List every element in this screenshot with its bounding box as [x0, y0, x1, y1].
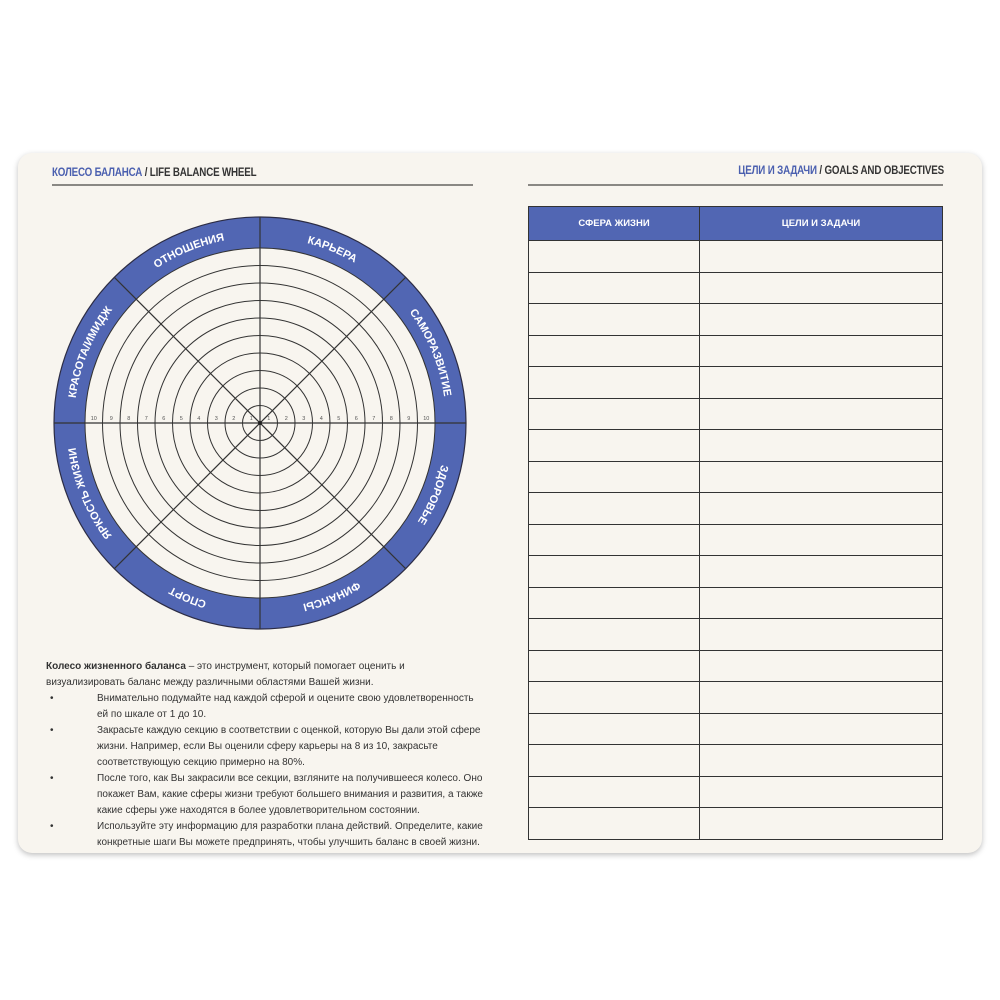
table-row: [528, 492, 943, 524]
table-row: [528, 397, 943, 430]
scale-label: 9: [407, 416, 410, 422]
goals-cell[interactable]: [699, 649, 943, 682]
table-row: [528, 555, 943, 587]
scale-label: 10: [91, 416, 97, 422]
table-row: [528, 240, 943, 272]
life-area-cell[interactable]: [528, 555, 700, 587]
life-area-cell[interactable]: [528, 712, 700, 745]
column-header-goals: ЦЕЛИ И ЗАДАЧИ: [699, 206, 943, 241]
scale-label: 6: [355, 416, 358, 422]
table-row: [528, 681, 943, 713]
scale-label: 8: [127, 416, 130, 422]
scale-label: 4: [320, 416, 323, 422]
goals-cell[interactable]: [699, 586, 943, 619]
life-area-cell[interactable]: [528, 586, 700, 619]
description-bullet: Закрасьте каждую секцию в соответствии с…: [46, 723, 486, 771]
goals-cell[interactable]: [699, 681, 943, 713]
table-row: [528, 334, 943, 367]
life-area-cell[interactable]: [528, 366, 700, 398]
scale-label: 5: [180, 416, 183, 422]
life-area-cell[interactable]: [528, 240, 700, 272]
goals-cell[interactable]: [699, 523, 943, 556]
table-row: [528, 744, 943, 776]
table-row: [528, 807, 943, 839]
scale-label: 6: [162, 416, 165, 422]
wheel-center: [258, 421, 262, 425]
scale-label: 7: [372, 416, 375, 422]
scale-label: 3: [215, 416, 218, 422]
goals-cell[interactable]: [699, 366, 943, 398]
table-row: [528, 523, 943, 556]
scale-label: 8: [390, 416, 393, 422]
right-title-rule: [528, 184, 943, 186]
goals-cell[interactable]: [699, 807, 943, 839]
scale-label: 1: [250, 416, 253, 422]
table-row: [528, 429, 943, 461]
goals-cell[interactable]: [699, 775, 943, 808]
description-bullet: Внимательно подумайте над каждой сферой …: [46, 691, 486, 723]
life-area-cell[interactable]: [528, 807, 700, 839]
life-area-cell[interactable]: [528, 397, 700, 430]
life-area-cell[interactable]: [528, 744, 700, 776]
goals-cell[interactable]: [699, 712, 943, 745]
goals-cell[interactable]: [699, 429, 943, 461]
life-area-cell[interactable]: [528, 681, 700, 713]
life-area-cell[interactable]: [528, 303, 700, 335]
table-row: [528, 303, 943, 335]
table-row: [528, 618, 943, 650]
goals-cell[interactable]: [699, 460, 943, 493]
table-row: [528, 775, 943, 808]
scale-label: 10: [423, 416, 429, 422]
table-row: [528, 586, 943, 619]
life-area-cell[interactable]: [528, 460, 700, 493]
column-header-life-area: СФЕРА ЖИЗНИ: [528, 206, 700, 241]
left-title-rule: [52, 184, 473, 186]
life-area-cell[interactable]: [528, 492, 700, 524]
table-row: [528, 460, 943, 493]
goals-cell[interactable]: [699, 744, 943, 776]
scale-label: 1: [267, 416, 270, 422]
table-row: [528, 366, 943, 398]
scale-label: 2: [232, 416, 235, 422]
scale-label: 9: [110, 416, 113, 422]
goals-cell[interactable]: [699, 555, 943, 587]
scale-label: 7: [145, 416, 148, 422]
table-row: [528, 649, 943, 682]
goals-cell[interactable]: [699, 303, 943, 335]
scale-label: 4: [197, 416, 200, 422]
goals-cell[interactable]: [699, 397, 943, 430]
life-area-cell[interactable]: [528, 618, 700, 650]
life-balance-wheel: 1 12 23 34 45 56 67 78 89 910 10ЗДОРОВЬЕФИНАНСЫСПО…: [53, 216, 467, 630]
goals-cell[interactable]: [699, 271, 943, 304]
life-area-cell[interactable]: [528, 523, 700, 556]
life-area-cell[interactable]: [528, 429, 700, 461]
goals-cell[interactable]: [699, 334, 943, 367]
life-area-cell[interactable]: [528, 649, 700, 682]
scale-label: 3: [302, 416, 305, 422]
wheel-description: Колесо жизненного баланса – это инструме…: [46, 659, 486, 851]
goals-table: СФЕРА ЖИЗНИ ЦЕЛИ И ЗАДАЧИ: [528, 206, 943, 840]
goals-cell[interactable]: [699, 240, 943, 272]
description-bullet: Используйте эту информацию для разработк…: [46, 819, 486, 851]
description-bullet: После того, как Вы закрасили все секции,…: [46, 771, 486, 819]
notebook-spread: КОЛЕСО БАЛАНСА / LIFE BALANCE WHEEL ЦЕЛИ…: [18, 153, 982, 853]
table-row: [528, 712, 943, 745]
scale-label: 5: [337, 416, 340, 422]
left-page-title: КОЛЕСО БАЛАНСА / LIFE BALANCE WHEEL: [52, 167, 257, 179]
life-area-cell[interactable]: [528, 334, 700, 367]
life-area-cell[interactable]: [528, 775, 700, 808]
goals-cell[interactable]: [699, 618, 943, 650]
description-lead: Колесо жизненного баланса – это инструме…: [46, 661, 405, 688]
table-row: [528, 271, 943, 304]
life-area-cell[interactable]: [528, 271, 700, 304]
goals-cell[interactable]: [699, 492, 943, 524]
scale-label: 2: [285, 416, 288, 422]
right-page-title: ЦЕЛИ И ЗАДАЧИ / GOALS AND OBJECTIVES: [738, 165, 944, 177]
